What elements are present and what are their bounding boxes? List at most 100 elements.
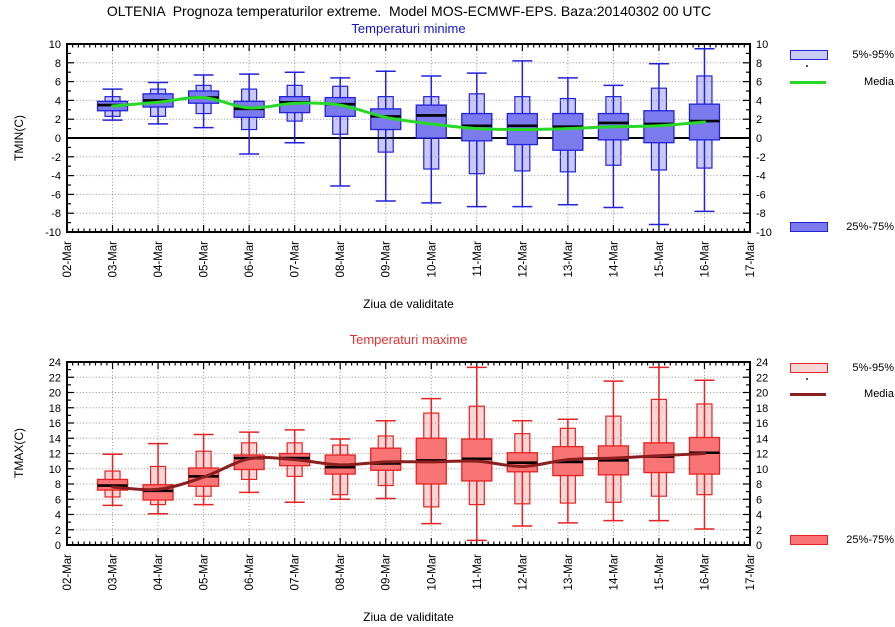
tmax-legend-label-25-75: 25%-75% xyxy=(846,534,894,546)
svg-text:-10: -10 xyxy=(45,227,61,239)
svg-text:08-Mar: 08-Mar xyxy=(335,241,347,278)
svg-text:18: 18 xyxy=(756,403,768,415)
svg-text:-10: -10 xyxy=(756,227,772,239)
svg-text:-4: -4 xyxy=(51,171,61,183)
svg-text:8: 8 xyxy=(756,58,762,70)
svg-text:14: 14 xyxy=(49,433,61,445)
x-tick-labels: 02-Mar 03-Mar 04-Mar 05-Mar 06-Mar 07-Mar 08-M… xyxy=(62,554,757,591)
svg-text:24: 24 xyxy=(756,357,768,369)
dark-boxes xyxy=(96,436,721,501)
tmax-legend-swatch-25-75 xyxy=(790,535,828,545)
svg-text:4: 4 xyxy=(756,95,762,107)
svg-text:13-Mar: 13-Mar xyxy=(563,241,575,278)
svg-text:6: 6 xyxy=(756,77,762,89)
svg-text:6: 6 xyxy=(55,494,61,506)
tmin-legend-item-25-75: 25%-75% xyxy=(790,221,894,233)
svg-text:-4: -4 xyxy=(756,171,766,183)
svg-text:17-Mar: 17-Mar xyxy=(745,241,757,278)
svg-text:10: 10 xyxy=(49,39,61,51)
tmin-chart: -10 -10 -8 -8 -6 -6 -4 -4 -2 -2 0 0 2 2 4 4 6 6 8 8 10 10 02-M… xyxy=(45,39,772,277)
svg-text:8: 8 xyxy=(55,479,61,491)
tmax-legend-label-5-95: 5%-95% xyxy=(852,362,894,374)
tmax-legend-item-25-75: 25%-75% xyxy=(790,534,894,546)
tmax-legend-swatch-media xyxy=(790,392,826,396)
svg-text:03-Mar: 03-Mar xyxy=(108,554,120,591)
tmin-legend-item-media: Media xyxy=(790,76,894,88)
tmax-legend-swatch-5-95 xyxy=(790,363,828,373)
svg-text:20: 20 xyxy=(756,388,768,400)
svg-text:10: 10 xyxy=(756,39,768,51)
svg-text:0: 0 xyxy=(756,540,762,552)
svg-text:05-Mar: 05-Mar xyxy=(199,554,211,591)
svg-text:2: 2 xyxy=(55,114,61,126)
svg-text:-2: -2 xyxy=(756,152,766,164)
svg-text:12: 12 xyxy=(756,449,768,461)
svg-text:-8: -8 xyxy=(51,208,61,220)
axis-ticks xyxy=(66,43,751,233)
tmax-legend-item-5-95: 5%-95% xyxy=(790,362,894,374)
svg-text:13-Mar: 13-Mar xyxy=(563,554,575,591)
tmin-legend-swatch-25-75 xyxy=(790,222,828,232)
tmax-legend-label-media: Media xyxy=(864,388,894,400)
svg-text:18: 18 xyxy=(49,403,61,415)
svg-text:15-Mar: 15-Mar xyxy=(654,241,666,278)
svg-text:-6: -6 xyxy=(51,189,61,201)
svg-text:03-Mar: 03-Mar xyxy=(108,241,120,278)
svg-text:17-Mar: 17-Mar xyxy=(745,554,757,591)
svg-text:12-Mar: 12-Mar xyxy=(517,554,529,591)
svg-text:10: 10 xyxy=(756,464,768,476)
svg-text:4: 4 xyxy=(55,95,61,107)
tmax-legend-dot xyxy=(806,378,808,380)
svg-text:20: 20 xyxy=(49,388,61,400)
svg-text:4: 4 xyxy=(55,510,61,522)
svg-text:04-Mar: 04-Mar xyxy=(153,554,165,591)
tmax-x-axis-label: Ziua de validitate xyxy=(363,610,454,624)
tmin-legend-label-media: Media xyxy=(864,76,894,88)
svg-text:11-Mar: 11-Mar xyxy=(472,241,484,277)
tmin-legend-swatch-5-95 xyxy=(790,50,828,60)
tmax-legend-item-media: Media xyxy=(790,388,894,400)
svg-text:6: 6 xyxy=(756,494,762,506)
svg-text:07-Mar: 07-Mar xyxy=(290,241,302,278)
svg-text:16: 16 xyxy=(756,418,768,430)
tmin-legend-label-25-75: 25%-75% xyxy=(846,221,894,233)
svg-text:09-Mar: 09-Mar xyxy=(381,554,393,591)
svg-text:-2: -2 xyxy=(51,152,61,164)
svg-text:8: 8 xyxy=(55,58,61,70)
tmin-chart-title: Temperaturi minime xyxy=(351,21,466,36)
svg-text:16-Mar: 16-Mar xyxy=(699,554,711,591)
svg-text:14-Mar: 14-Mar xyxy=(608,241,620,278)
svg-text:02-Mar: 02-Mar xyxy=(62,554,74,591)
svg-text:0: 0 xyxy=(55,133,61,145)
svg-text:2: 2 xyxy=(55,525,61,537)
svg-text:0: 0 xyxy=(55,540,61,552)
svg-text:16-Mar: 16-Mar xyxy=(699,241,711,278)
tmin-legend-label-5-95: 5%-95% xyxy=(852,49,894,61)
svg-text:10: 10 xyxy=(49,464,61,476)
svg-text:09-Mar: 09-Mar xyxy=(381,241,393,278)
svg-text:0: 0 xyxy=(756,133,762,145)
svg-text:06-Mar: 06-Mar xyxy=(244,241,256,278)
svg-text:22: 22 xyxy=(756,372,768,384)
y-tick-labels: -10 -10 -8 -8 -6 -6 -4 -4 -2 -2 0 0 2 2 4 4 6 6 8 8 10 10 xyxy=(45,39,772,239)
svg-text:-6: -6 xyxy=(756,189,766,201)
tmin-legend-item-5-95: 5%-95% xyxy=(790,49,894,61)
x-tick-labels: 02-Mar 03-Mar 04-Mar 05-Mar 06-Mar 07-Mar 08-M… xyxy=(62,241,757,278)
svg-text:15-Mar: 15-Mar xyxy=(654,554,666,591)
svg-text:2: 2 xyxy=(756,114,762,126)
tmin-legend-dot xyxy=(806,65,808,67)
svg-text:16: 16 xyxy=(49,418,61,430)
svg-text:08-Mar: 08-Mar xyxy=(335,554,347,591)
svg-text:02-Mar: 02-Mar xyxy=(62,241,74,278)
tmax-chart-title: Temperaturi maxime xyxy=(349,332,468,347)
svg-text:05-Mar: 05-Mar xyxy=(199,241,211,278)
svg-text:14-Mar: 14-Mar xyxy=(608,554,620,591)
svg-text:-8: -8 xyxy=(756,208,766,220)
svg-text:12-Mar: 12-Mar xyxy=(517,241,529,278)
tmin-x-axis-label: Ziua de validitate xyxy=(363,297,454,311)
svg-text:8: 8 xyxy=(756,479,762,491)
